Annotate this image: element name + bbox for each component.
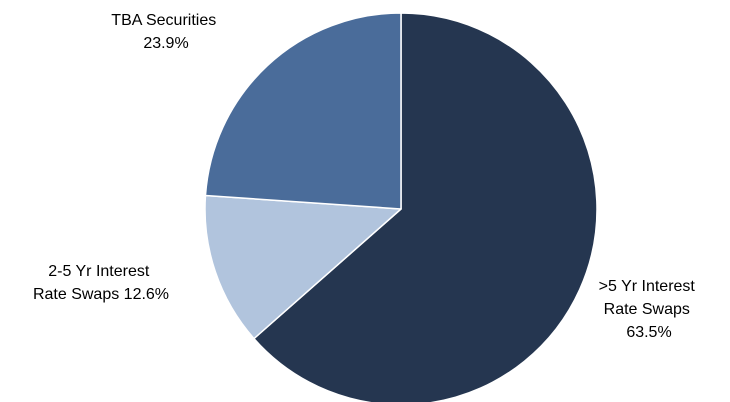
pie-slice-gt5yr-swaps [253,12,598,402]
pie-slices [204,12,598,402]
slice-label-2to5yr-swaps: 2-5 Yr Interest Rate Swaps 12.6% [33,263,169,303]
slice-label-gt5yr-swaps: >5 Yr Interest Rate Swaps 63.5% [599,278,700,341]
pie-slice-2to5yr-swaps [204,194,402,340]
slice-label-tba-securities: TBA Securities 23.9% [111,12,220,52]
pie-slice-tba-securities [204,12,402,210]
